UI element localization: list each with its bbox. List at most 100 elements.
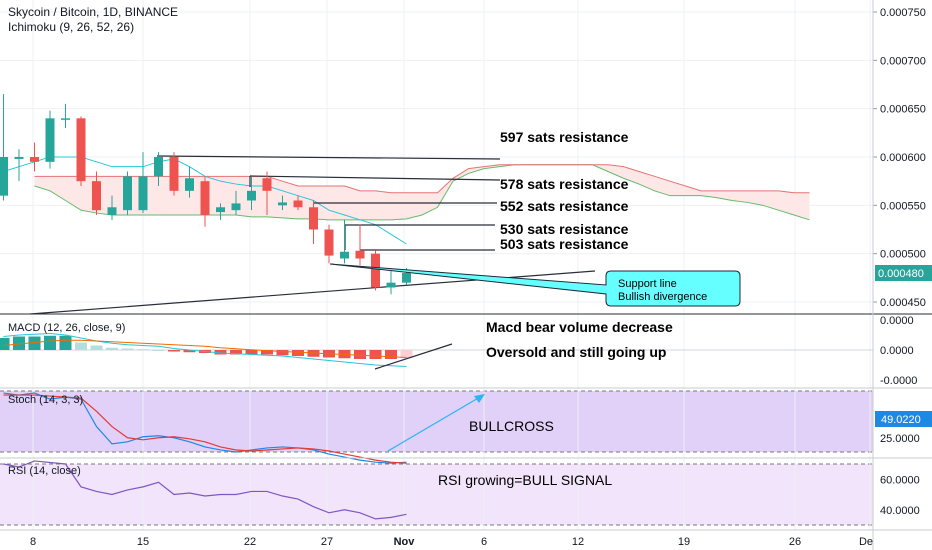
stoch-last-badge [875,411,932,427]
cloud-segment [794,192,810,220]
rsi-band [0,463,873,526]
candle-body [154,157,163,177]
annotation-stoch: BULLCROSS [469,418,554,434]
annotation-lines [29,155,596,315]
cloud-segment [360,190,376,220]
stoch-tick-label: 25.0000 [880,433,920,445]
last-price-label: 0.000480 [878,268,924,280]
cloud-segment [65,176,81,211]
candle-body [200,181,210,215]
candle-body [30,157,39,162]
macd-histogram-bar [354,350,366,359]
macd-histogram-bar [214,350,227,355]
ichimoku-cloud [34,164,810,221]
candle-body [61,118,70,120]
callout-support: Support line [618,278,677,290]
macd-histogram-bar [261,350,273,355]
macd-histogram-bar [0,338,10,350]
macd-histogram-bar [385,350,397,359]
cloud-segment [422,192,438,215]
candle-body [0,157,8,196]
rsi-band-fill [0,464,873,525]
candle-body [45,118,55,162]
stoch-d-line [3,394,407,464]
cloud-segment [763,190,779,211]
cloud-segment [391,192,407,220]
senkou-b-line [34,164,810,194]
annotation-r552: 552 sats resistance [500,198,629,214]
time-tick-label: 26 [789,536,801,548]
rsi-line [3,460,407,520]
macd-histogram-bar [28,336,41,350]
candles [0,94,411,295]
cloud-segment [282,181,298,219]
cloud-segment [747,190,763,206]
candle-body [262,178,272,191]
price-tick-label: 0.000750 [880,7,926,19]
support-callout [329,263,741,307]
cloud-segment [654,176,670,196]
candle-body [371,253,380,288]
candle-body [309,207,318,230]
time-tick-label: 15 [137,536,149,548]
cloud-segment [453,168,469,182]
price-tick-label: 0.000700 [880,55,926,67]
macd-histogram-bar [121,348,134,350]
time-tick-label: De [859,536,873,548]
last-price-badge [875,265,932,281]
candle-body [185,178,194,191]
stoch-band-fill [0,391,873,452]
resistance-line [156,155,501,160]
candle-body [92,181,101,211]
candle-body [138,176,148,211]
price-axis: 0.000750 0.000700 0.000650 0.000600 0.000550… [873,7,926,517]
macd-histogram-bar [245,350,258,355]
candle-body [402,273,411,283]
candle-body [107,207,117,215]
macd-histogram-bar [400,350,413,359]
macd-histogram-bar [137,349,149,351]
macd-histogram-bar [276,350,289,356]
annotation-rsi: RSI growing=BULL SIGNAL [438,472,612,488]
cloud-segment [639,171,655,191]
price-tick-label: 0.000550 [880,200,926,212]
macd-line [3,332,407,367]
price-tick-label: 0.000450 [880,297,926,309]
time-tick-label: 12 [572,536,584,548]
macd-histogram-bar [230,350,242,355]
stoch-plot [3,392,407,464]
cloud-segment [778,190,794,215]
cloud-segment [375,190,391,220]
candle-body [169,157,179,191]
macd-histogram-bar [183,350,196,353]
macd-tick-label: -0.0000 [880,375,917,387]
macd-histogram-bar [59,335,72,350]
macd-signal-line [3,339,407,358]
candle-body [278,202,287,206]
macd-histogram-bar [152,350,165,351]
time-tick-label: 6 [481,536,487,548]
macd-histogram-bar [292,350,304,356]
price-tick-label: 0.000650 [880,104,926,116]
time-tick-label: 27 [321,536,333,548]
candle-body [340,251,349,259]
rsi-plot [3,460,407,520]
time-tick-label: 19 [678,536,690,548]
stoch-last-label: 49.0220 [881,414,921,426]
annotation-r530: 530 sats resistance [500,221,629,237]
candle-body [355,250,365,259]
stoch-label: Stoch (14, 3, 3) [8,394,83,406]
chart-title: Skycoin / Bitcoin, 1D, BINANCE [8,5,178,19]
macd-plot [0,332,873,367]
rsi-tick-label: 60.0000 [880,474,920,486]
price-tick-label: 0.000600 [880,152,926,164]
callout-divergence: Bullish divergence [618,291,707,303]
macd-tick-label: 0.0000 [880,345,914,357]
candle-body [216,207,225,213]
senkou-a-line [34,164,810,221]
annotation-r597: 597 sats resistance [500,129,629,145]
annotation-macd-volume: Macd bear volume decrease [486,319,673,335]
annotation-r503: 503 sats resistance [500,236,629,252]
candle-body [123,176,132,211]
